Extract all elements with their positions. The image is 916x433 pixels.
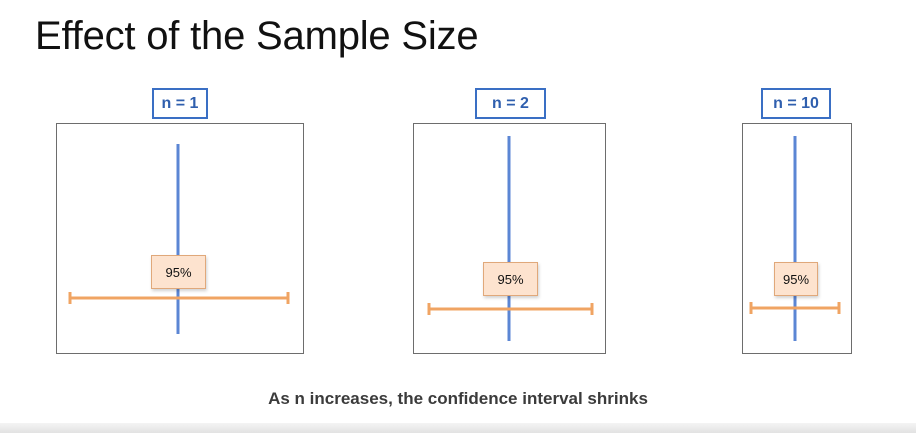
panel-label-n10: n = 10 (761, 88, 831, 119)
interval-bar-n10 (750, 306, 840, 310)
interval-bar-n2 (428, 307, 593, 311)
bottom-edge (0, 423, 916, 433)
confidence-badge-n1: 95% (151, 255, 206, 289)
confidence-badge-n10: 95% (774, 262, 818, 296)
panel-label-n1: n = 1 (152, 88, 208, 119)
interval-right-cap-n1 (286, 292, 290, 304)
mean-line-n1 (176, 144, 180, 334)
interval-right-cap-n10 (837, 302, 841, 314)
slide-title: Effect of the Sample Size (35, 14, 479, 58)
mean-line-n10 (793, 136, 797, 341)
interval-left-cap-n2 (427, 303, 431, 315)
interval-left-cap-n1 (68, 292, 72, 304)
panel-label-n2: n = 2 (475, 88, 546, 119)
slide-caption: As n increases, the confidence interval … (268, 389, 648, 408)
panel-box-n1 (56, 123, 304, 354)
interval-left-cap-n10 (749, 302, 753, 314)
panel-box-n10 (742, 123, 852, 354)
confidence-badge-n2: 95% (483, 262, 538, 296)
mean-line-n2 (507, 136, 511, 341)
interval-bar-n1 (69, 296, 289, 300)
interval-right-cap-n2 (590, 303, 594, 315)
